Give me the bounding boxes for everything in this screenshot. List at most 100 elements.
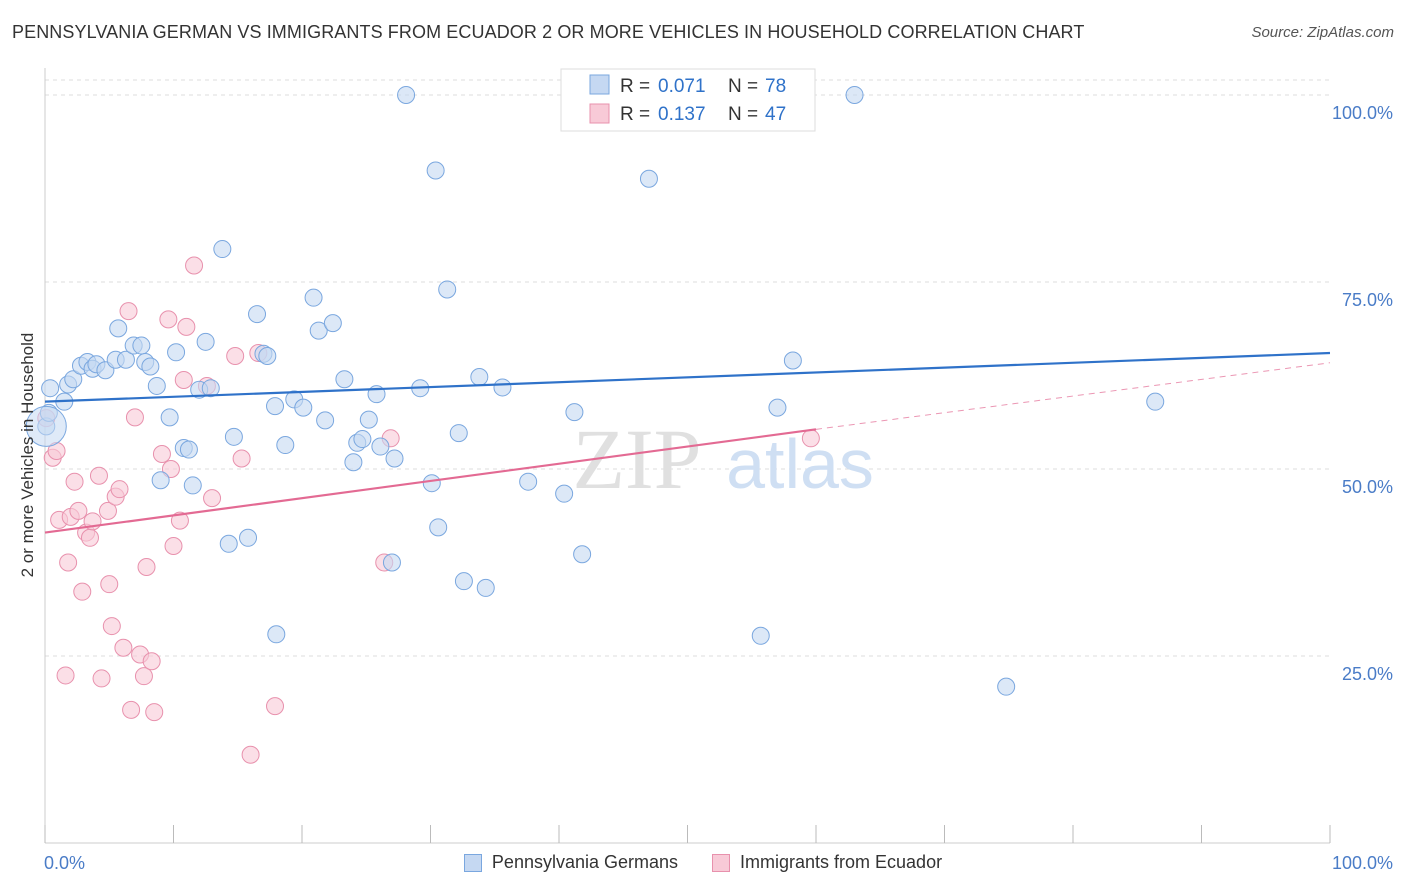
pennsylvania-germans-point (64, 370, 83, 389)
immigrants-from-ecuador-point (102, 617, 121, 636)
pennsylvania-germans-point (239, 528, 258, 547)
y-tick-label: 25.0% (1342, 664, 1393, 684)
trend-line-immigrants-from-ecuador (44, 428, 817, 534)
immigrants-from-ecuador-point (65, 472, 84, 491)
trend-line-pennsylvania-germans (44, 351, 1331, 403)
y-tick-label: 50.0% (1342, 477, 1393, 497)
x-tick-labels: 0.0% 100.0% (44, 853, 1393, 873)
pennsylvania-germans-point (519, 472, 538, 491)
immigrants-from-ecuador-point (177, 317, 196, 336)
legend-r-value: 0.137 (658, 104, 706, 125)
pennsylvania-germans-point (783, 351, 802, 370)
series-pennsylvania-germans (25, 85, 1165, 696)
pennsylvania-germans-point (109, 319, 128, 338)
pennsylvania-germans-point (751, 626, 770, 645)
pennsylvania-germans-point (449, 424, 468, 443)
immigrants-from-ecuador-point (56, 666, 75, 685)
pennsylvania-germans-point (160, 408, 179, 427)
immigrants-from-ecuador-point (801, 429, 820, 448)
legend-swatch-blue (463, 853, 482, 872)
immigrants-from-ecuador-point (73, 582, 92, 601)
pennsylvania-germans-point (573, 545, 592, 564)
watermark: ZIP atlas (573, 411, 874, 507)
pennsylvania-germans-point (248, 305, 267, 324)
immigrants-from-ecuador-point (119, 302, 138, 321)
immigrants-from-ecuador-point (226, 347, 245, 366)
legend-n-label: N = (728, 76, 758, 97)
legend-swatch-blue (589, 74, 610, 95)
immigrants-from-ecuador-point (125, 408, 144, 427)
pennsylvania-germans-point (151, 471, 170, 490)
pennsylvania-germans-point (219, 534, 238, 553)
immigrants-from-ecuador-point (185, 256, 204, 275)
immigrants-from-ecuador-point (170, 511, 189, 530)
pennsylvania-germans-point (385, 449, 404, 468)
trend-line-immigrants-from-ecuador-extrapolated (815, 362, 1331, 430)
pennsylvania-germans-point (323, 314, 342, 333)
x-tick-label: 100.0% (1332, 853, 1393, 873)
pennsylvania-germans-point (132, 336, 151, 355)
pennsylvania-germans-point (382, 553, 401, 572)
trend-lines (44, 351, 1331, 534)
legend-swatch-pink (589, 103, 610, 124)
immigrants-from-ecuador-point (98, 501, 117, 520)
pennsylvania-germans-point (344, 453, 363, 472)
pennsylvania-germans-point (213, 240, 232, 259)
legend-n-value: 78 (765, 76, 786, 97)
y-tick-label: 75.0% (1342, 290, 1393, 310)
immigrants-from-ecuador-point (137, 557, 156, 576)
pennsylvania-germans-point (196, 332, 215, 351)
pennsylvania-germans-point (493, 378, 512, 397)
pennsylvania-germans-point (309, 321, 328, 340)
pennsylvania-germans-point (429, 518, 448, 537)
immigrants-from-ecuador-point (80, 528, 99, 547)
legend-item-pennsylvania-germans: Pennsylvania Germans (463, 852, 678, 873)
immigrants-from-ecuador-point (266, 697, 285, 716)
pennsylvania-germans-point (41, 379, 60, 398)
pennsylvania-germans-point (422, 474, 441, 493)
pennsylvania-germans-point (454, 572, 473, 591)
pennsylvania-germans-point (147, 376, 166, 395)
immigrants-from-ecuador-point (232, 449, 251, 468)
immigrants-from-ecuador-point (174, 370, 193, 389)
pennsylvania-germans-point (768, 398, 787, 417)
immigrants-from-ecuador-point (92, 669, 111, 688)
pennsylvania-germans-point (201, 379, 220, 398)
immigrants-from-ecuador-point (161, 459, 180, 478)
pennsylvania-germans-point (426, 161, 445, 180)
legend-bottom: Pennsylvania Germans Immigrants from Ecu… (0, 852, 1406, 873)
pennsylvania-germans-point (266, 397, 285, 416)
legend-label: Immigrants from Ecuador (740, 852, 943, 872)
pennsylvania-germans-point (555, 484, 574, 503)
immigrants-from-ecuador-point (69, 501, 88, 520)
grid-lines (45, 79, 1330, 657)
pennsylvania-germans-point (167, 343, 186, 362)
pennsylvania-germans-point (371, 437, 390, 456)
series-immigrants-from-ecuador (37, 256, 820, 764)
immigrants-from-ecuador-point (122, 700, 141, 719)
immigrants-from-ecuador-point (152, 445, 171, 464)
pennsylvania-germans-point (179, 440, 198, 459)
pennsylvania-germans-point (335, 370, 354, 389)
legend-r-label: R = (620, 104, 650, 125)
pennsylvania-germans-point (997, 677, 1016, 696)
legend-r-label: R = (620, 76, 650, 97)
pennsylvania-germans-point (397, 85, 416, 104)
legend-n-value: 47 (765, 104, 786, 125)
immigrants-from-ecuador-point (110, 480, 129, 499)
x-tick-label: 0.0% (44, 853, 85, 873)
pennsylvania-germans-point (476, 578, 495, 597)
pennsylvania-germans-point (565, 403, 584, 422)
y-axis-label: 2 or more Vehicles in Household (18, 333, 37, 578)
pennsylvania-germans-point (353, 430, 372, 449)
legend-swatch-pink (712, 853, 731, 872)
pennsylvania-germans-point-large (25, 405, 67, 447)
pennsylvania-germans-point (316, 411, 335, 430)
pennsylvania-germans-point (267, 625, 286, 644)
legend-top: R = 0.071 N = 78 R = 0.137 N = 47 (560, 68, 816, 132)
chart-title: PENNSYLVANIA GERMAN VS IMMIGRANTS FROM E… (12, 22, 1085, 42)
pennsylvania-germans-point (470, 367, 489, 386)
immigrants-from-ecuador-point (159, 310, 178, 329)
pennsylvania-germans-point (304, 288, 323, 307)
